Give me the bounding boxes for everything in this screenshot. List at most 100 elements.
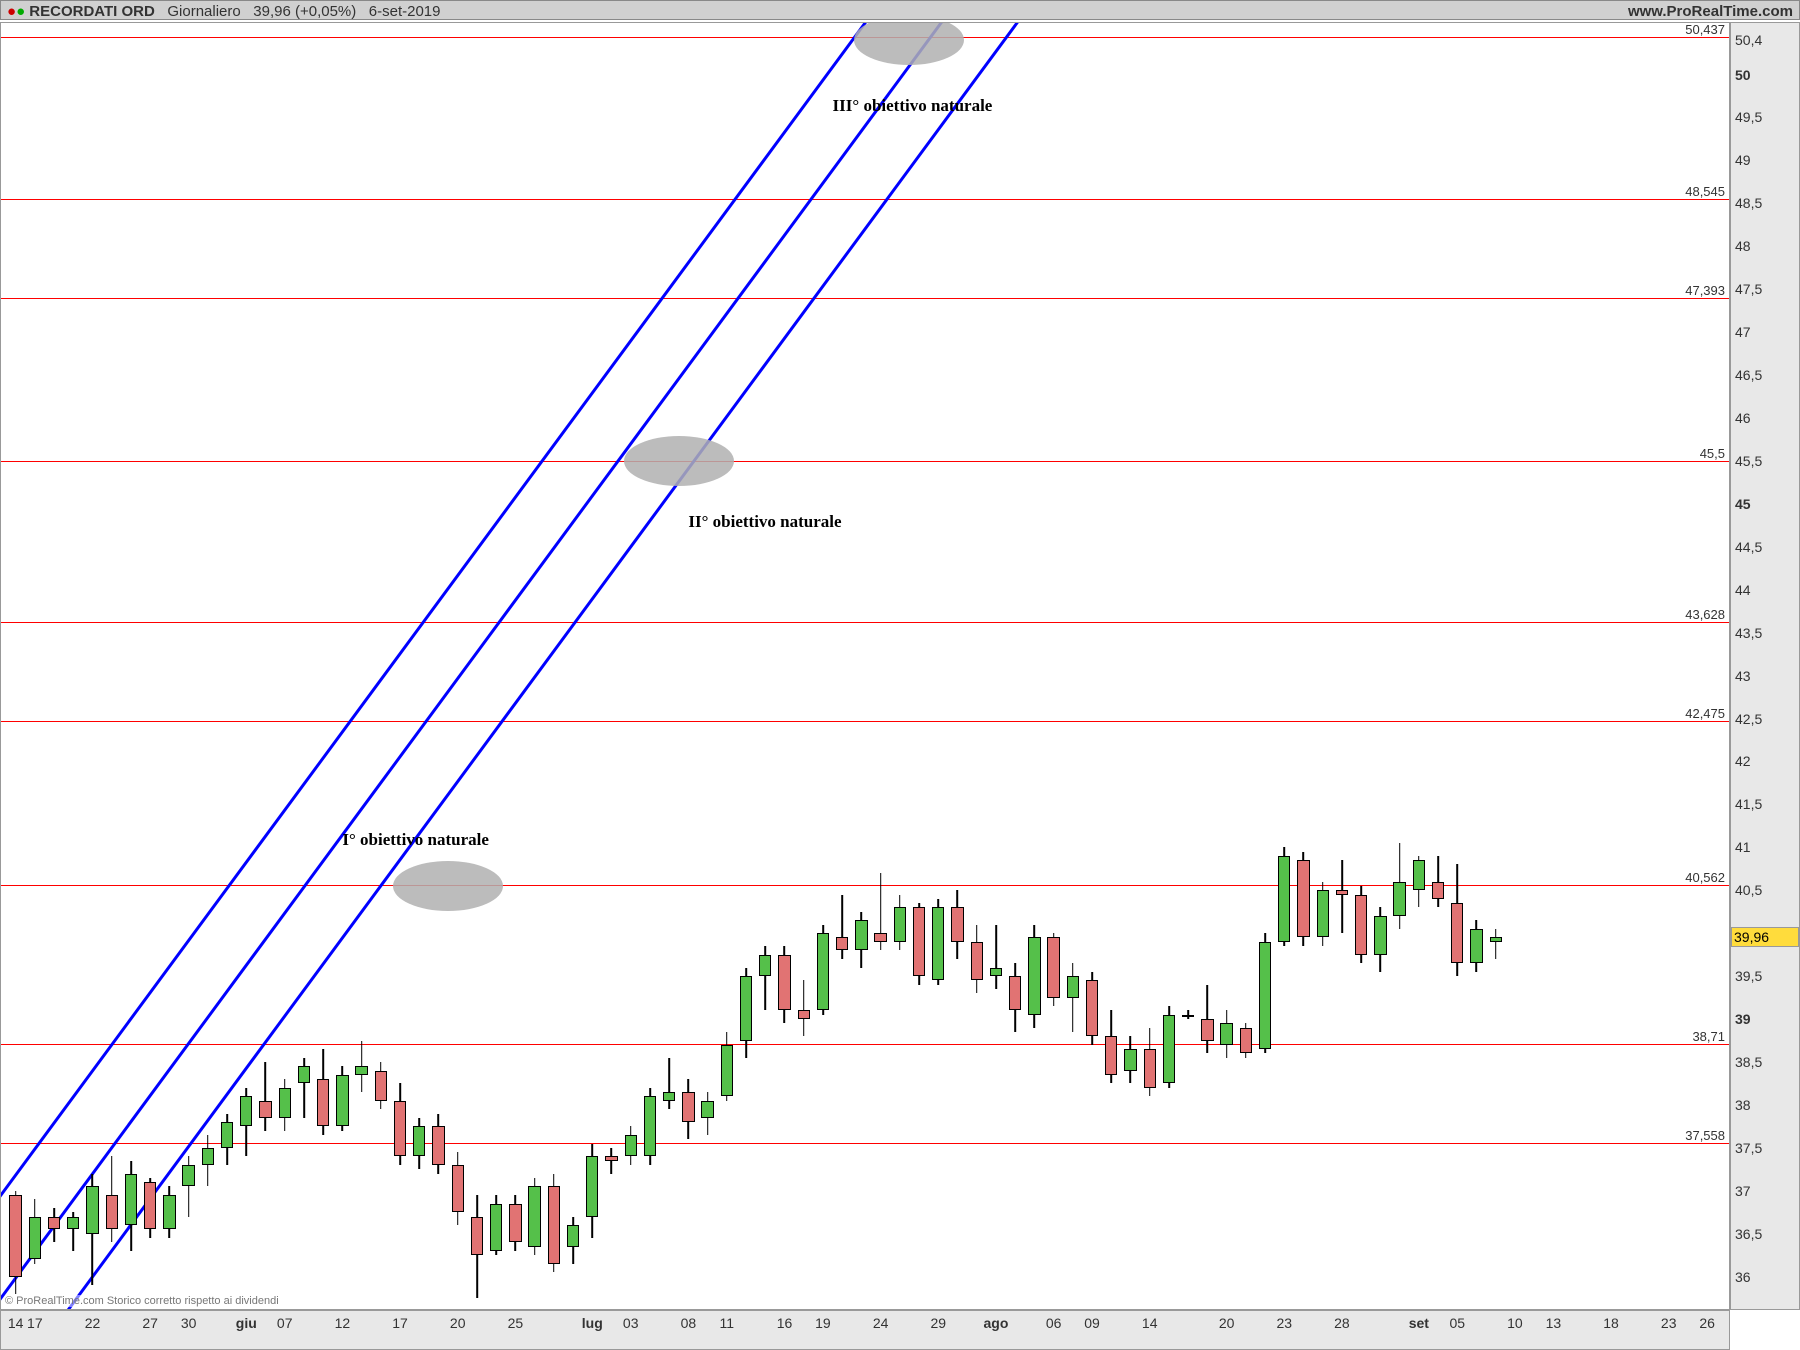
candle[interactable] (490, 23, 502, 1309)
interval: Giornaliero (167, 3, 240, 20)
candle[interactable] (1028, 23, 1040, 1309)
candle[interactable] (913, 23, 925, 1309)
site-credit: www.ProRealTime.com (1628, 3, 1793, 20)
candle[interactable] (29, 23, 41, 1309)
candle[interactable] (721, 23, 733, 1309)
candle[interactable] (1201, 23, 1213, 1309)
price-level-label: 38,71 (1690, 1029, 1727, 1044)
candle[interactable] (701, 23, 713, 1309)
candle[interactable] (471, 23, 483, 1309)
candle[interactable] (163, 23, 175, 1309)
candle[interactable] (9, 23, 21, 1309)
candle[interactable] (1470, 23, 1482, 1309)
candle[interactable] (1144, 23, 1156, 1309)
candle[interactable] (1355, 23, 1367, 1309)
x-tick: 13 (1546, 1315, 1562, 1331)
candle[interactable] (1336, 23, 1348, 1309)
candle[interactable] (221, 23, 233, 1309)
candle[interactable] (1413, 23, 1425, 1309)
last-price: 39,96 (+0,05%) (253, 3, 356, 20)
candle[interactable] (567, 23, 579, 1309)
y-tick: 38,5 (1735, 1054, 1762, 1070)
candle[interactable] (778, 23, 790, 1309)
candle[interactable] (625, 23, 637, 1309)
x-tick: 16 (777, 1315, 793, 1331)
candle[interactable] (1067, 23, 1079, 1309)
candle[interactable] (759, 23, 771, 1309)
candle[interactable] (67, 23, 79, 1309)
candle[interactable] (855, 23, 867, 1309)
candle[interactable] (375, 23, 387, 1309)
x-tick: 23 (1276, 1315, 1292, 1331)
candle[interactable] (1220, 23, 1232, 1309)
candle[interactable] (874, 23, 886, 1309)
candle[interactable] (1451, 23, 1463, 1309)
candle[interactable] (951, 23, 963, 1309)
x-tick: 17 (392, 1315, 408, 1331)
candle[interactable] (317, 23, 329, 1309)
candle[interactable] (817, 23, 829, 1309)
candle[interactable] (1124, 23, 1136, 1309)
candle[interactable] (1240, 23, 1252, 1309)
candle[interactable] (336, 23, 348, 1309)
candle[interactable] (894, 23, 906, 1309)
candle[interactable] (605, 23, 617, 1309)
candle[interactable] (971, 23, 983, 1309)
x-tick: 23 (1661, 1315, 1677, 1331)
candle[interactable] (663, 23, 675, 1309)
candle[interactable] (182, 23, 194, 1309)
candle[interactable] (1182, 23, 1194, 1309)
candle[interactable] (836, 23, 848, 1309)
candle[interactable] (1278, 23, 1290, 1309)
y-tick: 44,5 (1735, 539, 1762, 555)
candle[interactable] (452, 23, 464, 1309)
y-tick: 37,5 (1735, 1140, 1762, 1156)
candle[interactable] (355, 23, 367, 1309)
candle[interactable] (394, 23, 406, 1309)
target-1-ellipse[interactable] (393, 861, 503, 911)
candle[interactable] (48, 23, 60, 1309)
candle[interactable] (413, 23, 425, 1309)
candle[interactable] (202, 23, 214, 1309)
candle[interactable] (798, 23, 810, 1309)
target-2-ellipse[interactable] (624, 436, 734, 486)
candle[interactable] (86, 23, 98, 1309)
candle[interactable] (1086, 23, 1098, 1309)
candle[interactable] (240, 23, 252, 1309)
target-3-ellipse[interactable] (854, 22, 964, 65)
candle[interactable] (644, 23, 656, 1309)
candle[interactable] (932, 23, 944, 1309)
chart-plot-area[interactable]: 37,55838,7140,56242,47543,62845,547,3934… (0, 22, 1730, 1310)
x-tick: lug (582, 1315, 603, 1331)
candle[interactable] (1297, 23, 1309, 1309)
candle[interactable] (528, 23, 540, 1309)
candle[interactable] (1163, 23, 1175, 1309)
candle[interactable] (1047, 23, 1059, 1309)
y-axis: 3636,53737,53838,53939,54040,54141,54242… (1730, 22, 1800, 1310)
candle[interactable] (1490, 23, 1502, 1309)
candle[interactable] (1393, 23, 1405, 1309)
candle[interactable] (432, 23, 444, 1309)
candle[interactable] (1105, 23, 1117, 1309)
candle[interactable] (144, 23, 156, 1309)
candle[interactable] (1317, 23, 1329, 1309)
y-tick: 48 (1735, 238, 1751, 254)
candle[interactable] (990, 23, 1002, 1309)
candle[interactable] (586, 23, 598, 1309)
candle[interactable] (259, 23, 271, 1309)
candle[interactable] (1259, 23, 1271, 1309)
candle[interactable] (1432, 23, 1444, 1309)
candle[interactable] (509, 23, 521, 1309)
candle[interactable] (682, 23, 694, 1309)
candle[interactable] (548, 23, 560, 1309)
x-tick: 20 (1219, 1315, 1235, 1331)
candle[interactable] (279, 23, 291, 1309)
candle[interactable] (740, 23, 752, 1309)
candle[interactable] (106, 23, 118, 1309)
candle[interactable] (298, 23, 310, 1309)
candle[interactable] (1374, 23, 1386, 1309)
candle[interactable] (1009, 23, 1021, 1309)
candle[interactable] (125, 23, 137, 1309)
y-tick: 49,5 (1735, 109, 1762, 125)
last-price-flag: 39,96 (1731, 927, 1799, 947)
